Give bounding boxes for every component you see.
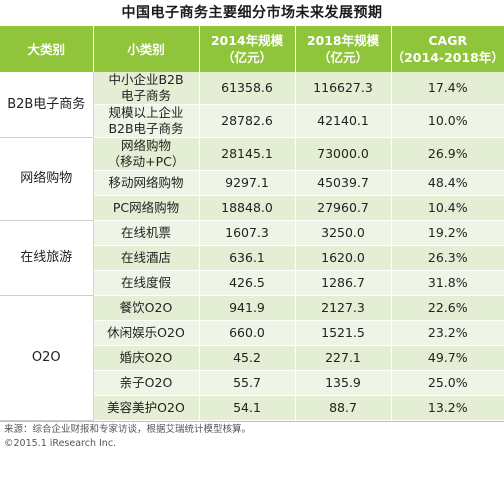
cagr-cell: 26.9% [390,137,504,171]
category-cell: 在线旅游 [0,220,94,296]
size-2014-cell: 18848.0 [198,195,295,221]
header-subcategory: 小类别 [93,26,200,72]
subcategory-cell: 规模以上企业 B2B电子商务 [92,104,199,138]
table-row: O2O 餐饮O2O 941.9 2127.3 22.6% [0,295,504,421]
size-2014-cell: 28782.6 [198,104,295,138]
size-2014-cell: 426.5 [198,270,295,296]
category-cell: O2O [0,295,94,421]
table-body: B2B电子商务 中小企业B2B 电子商务 61358.6 116627.3 17.4% 规模… [0,72,504,421]
category-cell: 网络购物 [0,137,94,221]
size-2014-cell: 54.1 [198,395,295,421]
subcategory-cell: 在线机票 [92,220,199,246]
subcategory-cell: 休闲娱乐O2O [92,320,199,346]
cagr-cell: 26.3% [390,245,504,271]
subcategory-cell: 在线度假 [92,270,199,296]
size-2014-cell: 660.0 [198,320,295,346]
subcategory-cell: 网络购物 （移动+PC） [92,137,199,171]
size-2018-cell: 27960.7 [294,195,391,221]
size-2018-cell: 3250.0 [294,220,391,246]
cagr-cell: 10.4% [390,195,504,221]
size-2014-cell: 636.1 [198,245,295,271]
cagr-cell: 23.2% [390,320,504,346]
size-2018-cell: 45039.7 [294,170,391,196]
cagr-cell: 19.2% [390,220,504,246]
header-cagr: CAGR （2014-2018年） [391,26,504,72]
size-2018-cell: 73000.0 [294,137,391,171]
table-row: 在线旅游 在线机票 1607.3 3250.0 19.2% [0,220,504,296]
subcategory-cell: 在线酒店 [92,245,199,271]
size-2018-cell: 1286.7 [294,270,391,296]
header-size-2014: 2014年规模 （亿元） [199,26,296,72]
table-row: 在线酒店 636.1 1620.0 26.3% [0,245,504,271]
source-note: 来源：综合企业财报和专家访谈，根据艾瑞统计模型核算。 [0,421,504,437]
table-row: 网络购物 网络购物 （移动+PC） 28145.1 73000.0 26.9% [0,137,504,221]
copyright: ©2015.1 iResearch Inc. [4,438,117,449]
size-2018-cell: 88.7 [294,395,391,421]
cagr-cell: 22.6% [390,295,504,321]
size-2018-cell: 2127.3 [294,295,391,321]
table-row: 亲子O2O 55.7 135.9 25.0% [0,370,504,396]
category-cell: B2B电子商务 [0,72,94,138]
table-row: 在线度假 426.5 1286.7 31.8% [0,270,504,296]
size-2018-cell: 227.1 [294,345,391,371]
cagr-cell: 13.2% [390,395,504,421]
size-2014-cell: 941.9 [198,295,295,321]
cagr-cell: 25.0% [390,370,504,396]
size-2014-cell: 55.7 [198,370,295,396]
size-2014-cell: 28145.1 [198,137,295,171]
size-2014-cell: 1607.3 [198,220,295,246]
table-row: B2B电子商务 中小企业B2B 电子商务 61358.6 116627.3 17.4% [0,72,504,138]
subcategory-cell: 移动网络购物 [92,170,199,196]
table-row: 移动网络购物 9297.1 45039.7 48.4% [0,170,504,196]
cagr-cell: 49.7% [390,345,504,371]
size-2014-cell: 9297.1 [198,170,295,196]
size-2018-cell: 116627.3 [294,72,391,105]
header-category: 大类别 [0,26,94,72]
subcategory-cell: 亲子O2O [92,370,199,396]
table-row: 婚庆O2O 45.2 227.1 49.7% [0,345,504,371]
cagr-cell: 48.4% [390,170,504,196]
size-2018-cell: 135.9 [294,370,391,396]
size-2018-cell: 42140.1 [294,104,391,138]
table-title: 中国电子商务主要细分市场未来发展预期 [121,5,383,21]
table-row: 美容美护O2O 54.1 88.7 13.2% [0,395,504,421]
size-2018-cell: 1620.0 [294,245,391,271]
size-2018-cell: 1521.5 [294,320,391,346]
size-2014-cell: 45.2 [198,345,295,371]
cagr-cell: 31.8% [390,270,504,296]
subcategory-cell: 中小企业B2B 电子商务 [92,72,199,105]
table-row: PC网络购物 18848.0 27960.7 10.4% [0,195,504,221]
size-2014-cell: 61358.6 [198,72,295,105]
subcategory-cell: 餐饮O2O [92,295,199,321]
subcategory-cell: PC网络购物 [92,195,199,221]
table-row: 休闲娱乐O2O 660.0 1521.5 23.2% [0,320,504,346]
cagr-cell: 10.0% [390,104,504,138]
market-table: 大类别 小类别 2014年规模 （亿元） 2018年规模 （亿元） CAGR （201… [0,26,504,421]
subcategory-cell: 婚庆O2O [92,345,199,371]
table-row: 规模以上企业 B2B电子商务 28782.6 42140.1 10.0% [0,104,504,138]
header-size-2018: 2018年规模 （亿元） [295,26,392,72]
cagr-cell: 17.4% [390,72,504,105]
header-row: 大类别 小类别 2014年规模 （亿元） 2018年规模 （亿元） CAGR （201… [0,26,504,72]
subcategory-cell: 美容美护O2O [92,395,199,421]
